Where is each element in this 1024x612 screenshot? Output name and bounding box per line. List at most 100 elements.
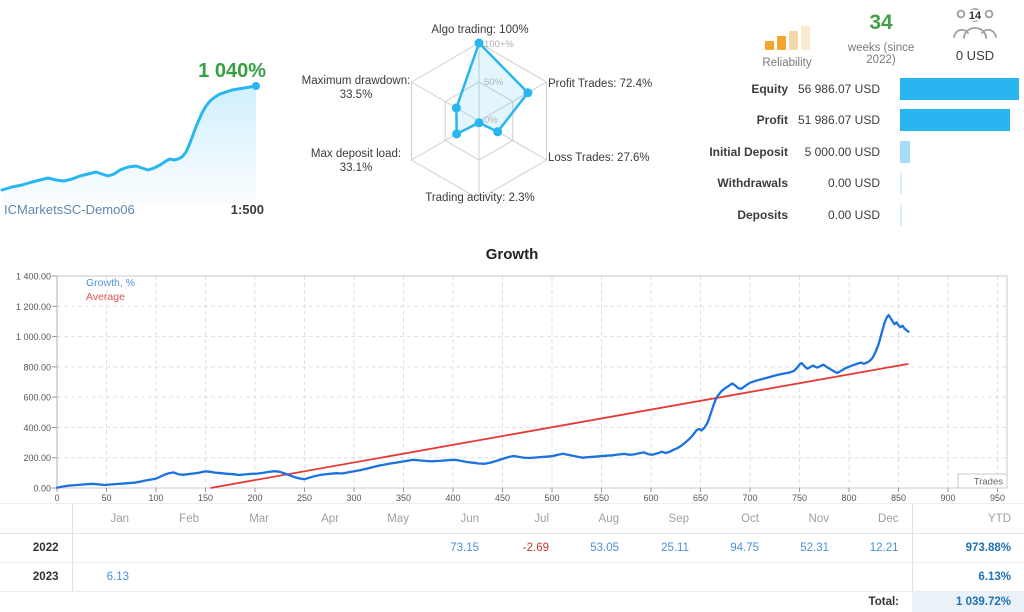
svg-text:400.00: 400.00 xyxy=(23,423,51,433)
balance-bar xyxy=(900,78,1019,100)
svg-text:300: 300 xyxy=(346,493,361,503)
svg-text:250: 250 xyxy=(297,493,312,503)
svg-text:850: 850 xyxy=(891,493,906,503)
investors-stat: 14 0 USD xyxy=(928,6,1022,66)
balance-value: 0.00 USD xyxy=(788,176,880,190)
return-cell xyxy=(632,563,702,592)
svg-text:0%: 0% xyxy=(484,115,498,126)
svg-text:0.00: 0.00 xyxy=(33,484,51,494)
balance-value: 56 986.07 USD xyxy=(788,82,880,96)
return-cell: 12.21 xyxy=(842,534,912,563)
radar-label-algo-trading: Algo trading: 100% xyxy=(360,24,600,36)
radar-label-loss-trades: Loss Trades: 27.6% xyxy=(548,152,650,164)
svg-text:400: 400 xyxy=(445,493,460,503)
balance-bar xyxy=(900,204,902,226)
return-cell xyxy=(282,534,352,563)
svg-text:0: 0 xyxy=(54,493,59,503)
investors-icon: 14 xyxy=(952,6,998,42)
svg-text:800: 800 xyxy=(841,493,856,503)
weeks-label: weeks (since 2022) xyxy=(834,42,928,66)
broker-name: ICMarketsSC-Demo06 xyxy=(4,202,135,217)
return-cell xyxy=(352,534,422,563)
ytd-cell: 6.13% xyxy=(912,563,1024,592)
return-cell xyxy=(142,563,212,592)
investors-funds: 0 USD xyxy=(928,48,1022,63)
return-cell xyxy=(282,563,352,592)
return-cell: 53.05 xyxy=(562,534,632,563)
balance-label: Initial Deposit xyxy=(700,145,788,159)
return-cell xyxy=(772,563,842,592)
balance-value: 51 986.07 USD xyxy=(788,113,880,127)
svg-text:1 200.00: 1 200.00 xyxy=(16,302,51,312)
return-cell: 25.11 xyxy=(632,534,702,563)
svg-text:200: 200 xyxy=(247,493,262,503)
svg-text:100: 100 xyxy=(148,493,163,503)
month-header: Jul xyxy=(492,504,562,534)
month-header: Nov xyxy=(772,504,842,534)
balance-label: Deposits xyxy=(700,208,788,222)
return-cell xyxy=(422,563,492,592)
balance-bar xyxy=(900,172,902,194)
month-header: Jun xyxy=(422,504,492,534)
return-cell: 52.31 xyxy=(772,534,842,563)
month-header: Apr xyxy=(282,504,352,534)
return-cell xyxy=(492,563,562,592)
balance-bar xyxy=(900,109,1010,131)
svg-text:800.00: 800.00 xyxy=(23,362,51,372)
sparkline-chart xyxy=(0,18,270,230)
svg-text:950: 950 xyxy=(990,493,1005,503)
return-cell xyxy=(212,563,282,592)
reliability-bars-icon xyxy=(765,6,810,50)
svg-text:200.00: 200.00 xyxy=(23,453,51,463)
ytd-cell: 973.88% xyxy=(912,534,1024,563)
svg-text:550: 550 xyxy=(594,493,609,503)
return-cell xyxy=(352,563,422,592)
svg-text:500: 500 xyxy=(544,493,559,503)
svg-text:600.00: 600.00 xyxy=(23,393,51,403)
svg-text:450: 450 xyxy=(495,493,510,503)
svg-text:1 400.00: 1 400.00 xyxy=(16,272,51,282)
reliability-label: Reliability xyxy=(740,57,834,69)
weeks-stat: 34 weeks (since 2022) xyxy=(834,6,928,66)
balance-label: Withdrawals xyxy=(700,176,788,190)
balance-label: Profit xyxy=(700,113,788,127)
account-growth-sparkline xyxy=(0,18,270,230)
radar-label-trading-activity: Trading activity: 2.3% xyxy=(360,192,600,204)
balance-value: 5 000.00 USD xyxy=(788,145,880,159)
return-cell xyxy=(142,534,212,563)
return-cell: 6.13 xyxy=(72,563,142,592)
svg-text:650: 650 xyxy=(693,493,708,503)
account-growth-total: 1 040% xyxy=(150,60,266,83)
svg-text:350: 350 xyxy=(396,493,411,503)
month-header: Jan xyxy=(72,504,142,534)
svg-text:Trades: Trades xyxy=(974,477,1003,488)
ytd-header: YTD xyxy=(912,504,1024,534)
return-cell xyxy=(842,563,912,592)
svg-text:100+%: 100+% xyxy=(484,39,514,50)
return-cell xyxy=(72,534,142,563)
top-stats: Reliability 34 weeks (since 2022) 14 0 U… xyxy=(740,6,1024,66)
return-cell: 73.15 xyxy=(422,534,492,563)
svg-text:50%: 50% xyxy=(484,77,504,88)
return-cell: -2.69 xyxy=(492,534,562,563)
weeks-count: 34 xyxy=(834,6,928,40)
svg-text:1 000.00: 1 000.00 xyxy=(16,332,51,342)
reliability-stat: Reliability xyxy=(740,6,834,66)
account-info-row: ICMarketsSC-Demo06 1:500 xyxy=(4,202,264,217)
return-cell: 94.75 xyxy=(702,534,772,563)
svg-text:50: 50 xyxy=(101,493,111,503)
total-value: 1 039.72% xyxy=(912,592,1024,612)
svg-text:600: 600 xyxy=(643,493,658,503)
leverage-value: 1:500 xyxy=(231,202,264,217)
svg-text:150: 150 xyxy=(198,493,213,503)
